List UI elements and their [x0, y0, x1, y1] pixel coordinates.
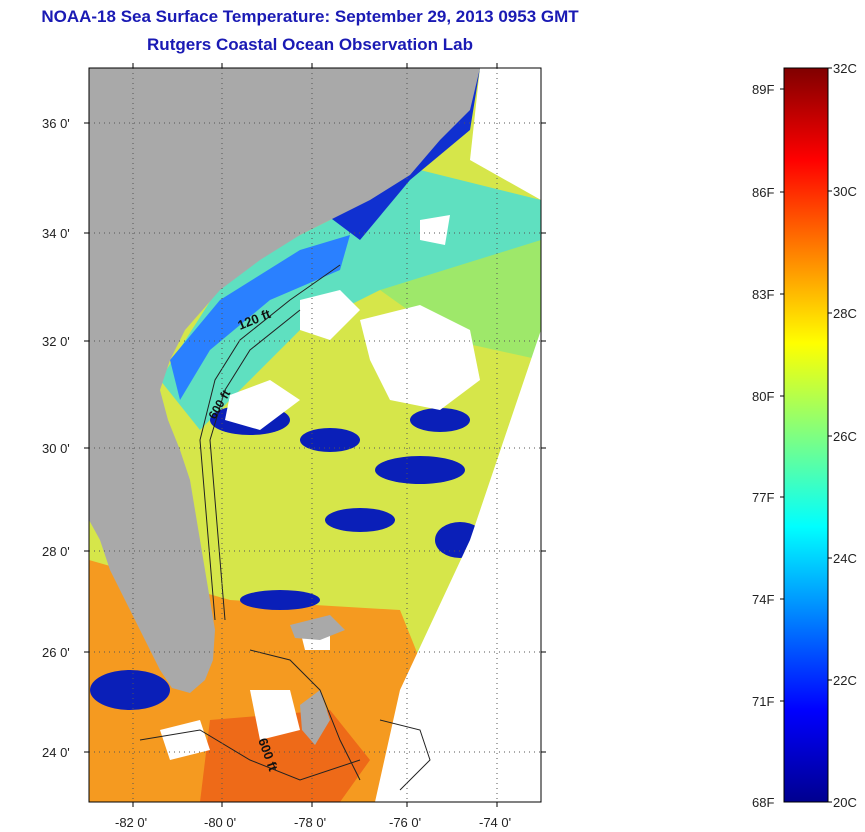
- lat-tick-label: 28 0': [42, 544, 70, 559]
- island: [290, 615, 345, 640]
- lon-tick-label: -80 0': [204, 815, 236, 830]
- map-frame: [88, 67, 542, 803]
- lon-tick-label: -76 0': [389, 815, 421, 830]
- lat-tick-label: 26 0': [42, 645, 70, 660]
- lon-tick-label: -78 0': [294, 815, 326, 830]
- lat-tick-label: 24 0': [42, 745, 70, 760]
- map-subtitle: Rutgers Coastal Ocean Observation Lab: [147, 35, 473, 54]
- axis-ticks: [84, 63, 546, 807]
- lon-tick-label: -82 0': [115, 815, 147, 830]
- lat-tick-label: 36 0': [42, 116, 70, 131]
- no-data-area: [375, 330, 541, 802]
- cold-shelf: [170, 235, 350, 400]
- island: [300, 690, 330, 745]
- lat-tick-label: 34 0': [42, 226, 70, 241]
- cloud-cover: [160, 215, 480, 760]
- map-title: NOAA-18 Sea Surface Temperature: Septemb…: [41, 7, 579, 26]
- lat-tick-label: 30 0': [42, 441, 70, 456]
- lat-tick-label: 32 0': [42, 334, 70, 349]
- lon-tick-label: -74 0': [479, 815, 511, 830]
- warm-water-patch: [200, 710, 370, 802]
- outer-green: [380, 240, 541, 360]
- depth-contours: [139, 264, 431, 791]
- graticule: [89, 68, 541, 802]
- land-mass: [89, 68, 480, 693]
